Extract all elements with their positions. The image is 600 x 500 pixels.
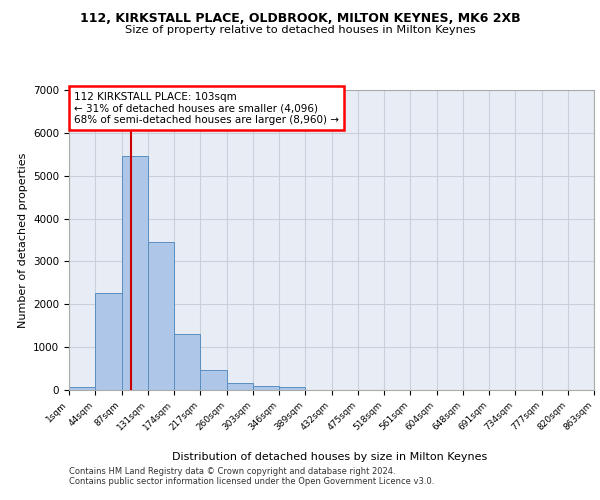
Bar	[174, 334, 200, 390]
Text: Distribution of detached houses by size in Milton Keynes: Distribution of detached houses by size …	[172, 452, 488, 462]
Text: 112, KIRKSTALL PLACE, OLDBROOK, MILTON KEYNES, MK6 2XB: 112, KIRKSTALL PLACE, OLDBROOK, MILTON K…	[80, 12, 520, 26]
Text: Contains public sector information licensed under the Open Government Licence v3: Contains public sector information licen…	[69, 477, 434, 486]
Bar	[227, 383, 253, 390]
Bar	[121, 156, 148, 390]
Bar	[95, 292, 121, 390]
Text: Contains HM Land Registry data © Crown copyright and database right 2024.: Contains HM Land Registry data © Crown c…	[69, 467, 395, 476]
Bar	[200, 370, 227, 390]
Text: Size of property relative to detached houses in Milton Keynes: Size of property relative to detached ho…	[125, 25, 475, 35]
Bar	[253, 386, 279, 390]
Bar	[279, 387, 305, 390]
Bar	[69, 386, 95, 390]
Y-axis label: Number of detached properties: Number of detached properties	[17, 152, 28, 328]
Text: 112 KIRKSTALL PLACE: 103sqm
← 31% of detached houses are smaller (4,096)
68% of : 112 KIRKSTALL PLACE: 103sqm ← 31% of det…	[74, 92, 339, 124]
Bar	[148, 242, 174, 390]
